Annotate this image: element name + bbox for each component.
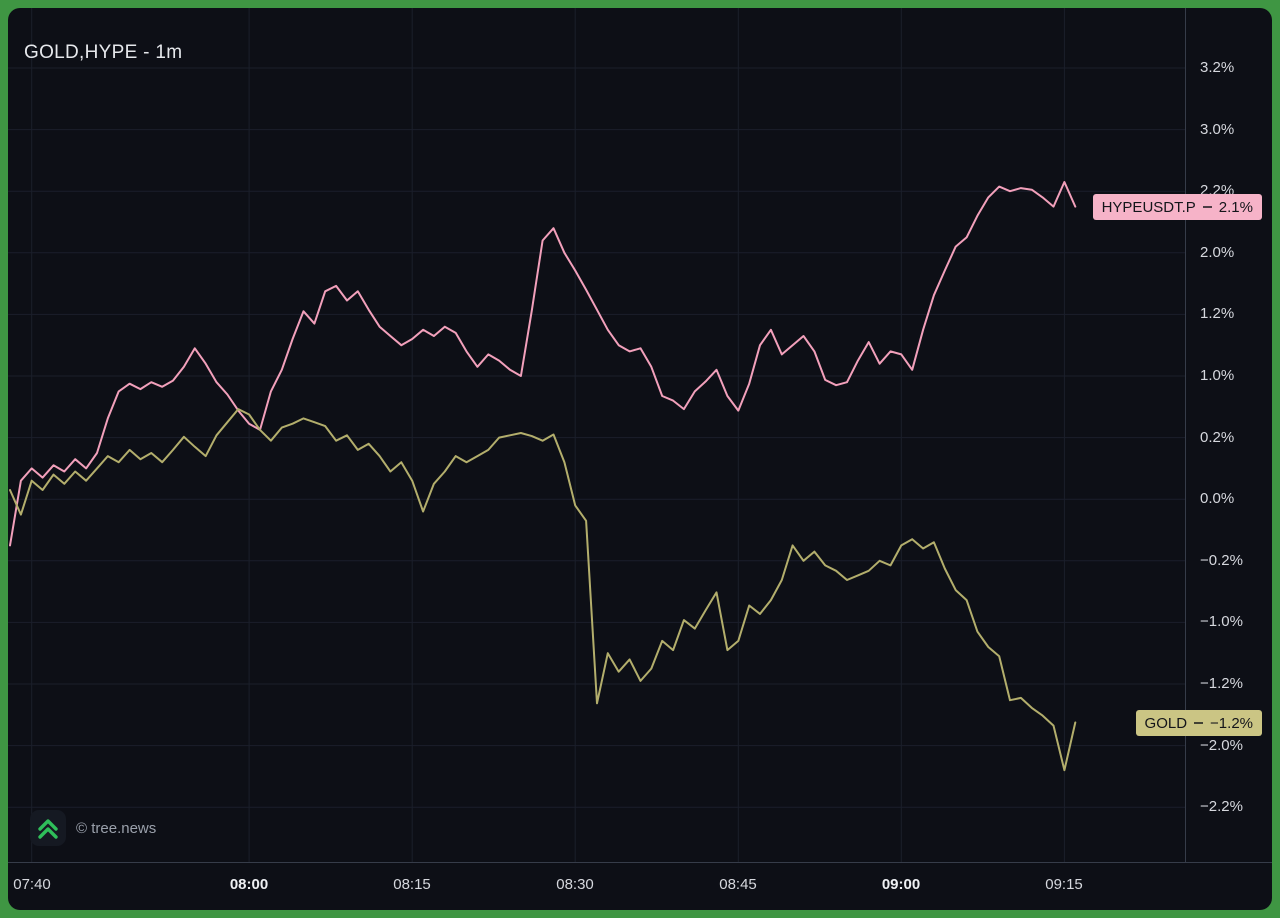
watermark: © tree.news [30,808,156,848]
time-tick-label: 07:40 [13,876,51,893]
price-tick-label: −2.2% [1200,798,1243,815]
series-line-hypeusdt-p [9,181,1077,547]
price-tick-label: 2.0% [1200,244,1235,261]
price-tick-label: 2.2% [1200,182,1235,199]
time-tick-label: 08:00 [229,876,269,893]
price-axis[interactable]: 3.2% 3.0% 2.2% 2.0% 1.2% 1.0% 0.2% 0.0% −0.2% −1.… [1185,8,1272,862]
price-tick-label: −0.2% [1200,552,1243,569]
price-tick-label: −1.2% [1200,675,1243,692]
time-tick-label: 09:15 [1045,876,1083,893]
price-tick-label: 0.0% [1200,490,1235,507]
price-tick-label: −1.0% [1200,613,1243,630]
symbol-title[interactable]: GOLD,HYPE - 1m [24,42,183,63]
time-tick-label: 08:30 [556,876,594,893]
time-tick-label: 08:15 [393,876,431,893]
time-tick-label: 08:45 [719,876,757,893]
price-tick-label: 0.2% [1200,429,1235,446]
time-axis[interactable]: 07:40 08:00 08:15 08:30 08:45 09:00 09:15 [8,862,1272,910]
price-tick-label: 3.2% [1200,59,1235,76]
watermark-text: © tree.news [76,819,157,837]
tree-news-logo-icon[interactable] [30,810,66,846]
chart-panel: GOLD,HYPE - 1m 3.2% 3.0% 2.2% 2.0% 1.2% 1.0% 0… [8,8,1272,910]
price-tick-label: 3.0% [1200,121,1235,138]
series-line-gold [9,408,1077,772]
price-tick-label: 1.2% [1200,305,1235,322]
chart-canvas[interactable] [8,8,1185,862]
time-tick-label: 09:00 [881,876,921,893]
chart-plot-area[interactable] [8,8,1185,862]
price-tick-label: −2.0% [1200,737,1243,754]
price-tick-label: 1.0% [1200,367,1235,384]
